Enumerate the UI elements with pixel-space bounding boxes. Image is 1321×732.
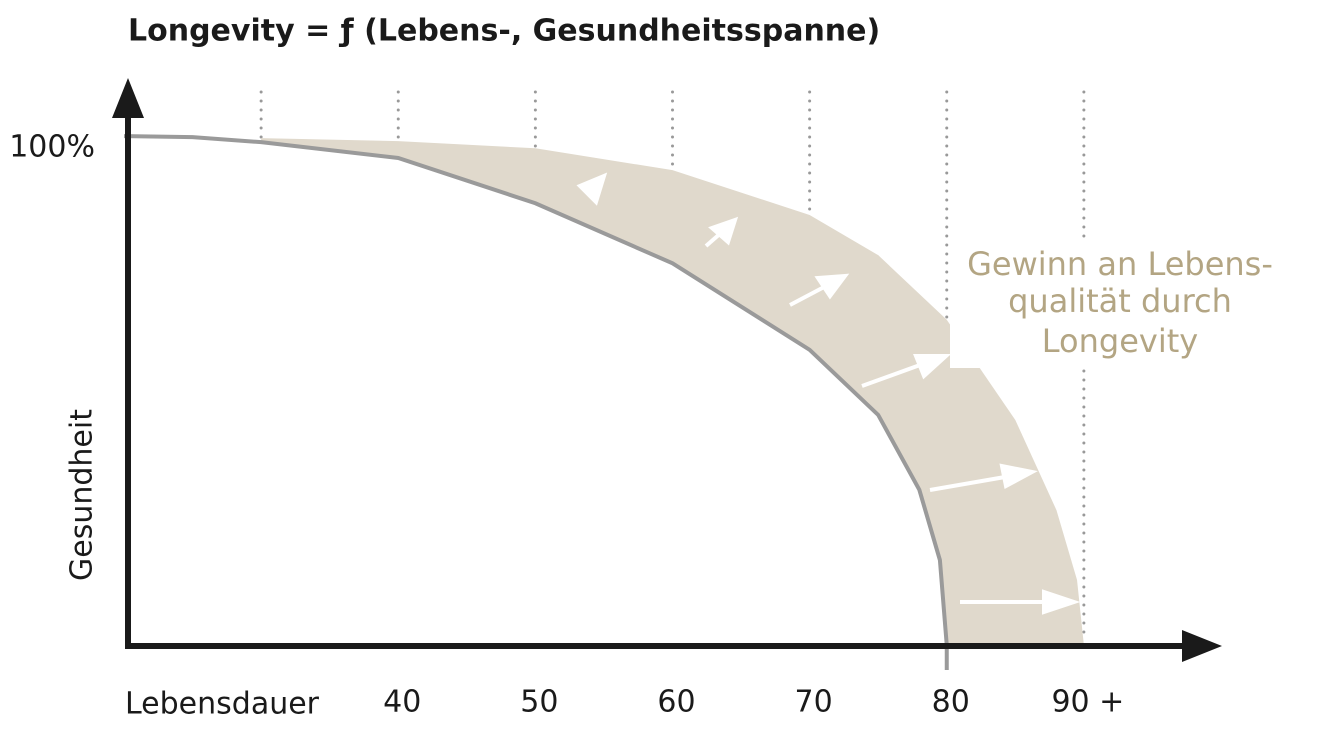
arrow bbox=[861, 363, 921, 388]
arrow-head bbox=[913, 354, 952, 380]
annotation-backdrop bbox=[950, 238, 1290, 368]
arrow-head bbox=[1042, 589, 1081, 615]
annotation: Longevity bbox=[1042, 322, 1198, 360]
y-axis-label: Gesundheit bbox=[65, 409, 100, 581]
areas bbox=[123, 134, 1084, 670]
x-tick-label: 40 bbox=[383, 685, 421, 720]
x-tick-label: 80 bbox=[932, 685, 970, 720]
y-tick-label: 100% bbox=[9, 130, 95, 165]
x-axis-label: Lebensdauer bbox=[125, 687, 320, 722]
arrow-head bbox=[814, 273, 850, 300]
x-tick-label: 60 bbox=[657, 685, 695, 720]
x-tick-label: 70 bbox=[795, 685, 833, 720]
arrow-head bbox=[576, 172, 608, 206]
health-line bbox=[123, 134, 949, 670]
y-axis-arrow bbox=[112, 78, 144, 118]
annotation: qualität durch bbox=[1008, 282, 1232, 320]
chart-title: Longevity = ƒ (Lebens-, Gesundheitsspann… bbox=[128, 14, 880, 49]
axes bbox=[112, 78, 1222, 662]
arrow bbox=[789, 284, 827, 307]
mask-area bbox=[124, 136, 947, 646]
x-axis-arrow bbox=[1182, 630, 1222, 662]
arrow bbox=[929, 475, 1006, 492]
annotation: Gewinn an Lebens- bbox=[967, 245, 1273, 283]
arrow-head bbox=[708, 216, 739, 246]
arrows bbox=[576, 172, 1081, 615]
arrow-head bbox=[999, 463, 1038, 490]
x-tick-label: 50 bbox=[520, 685, 558, 720]
x-tick-label: 90 + bbox=[1051, 685, 1124, 720]
